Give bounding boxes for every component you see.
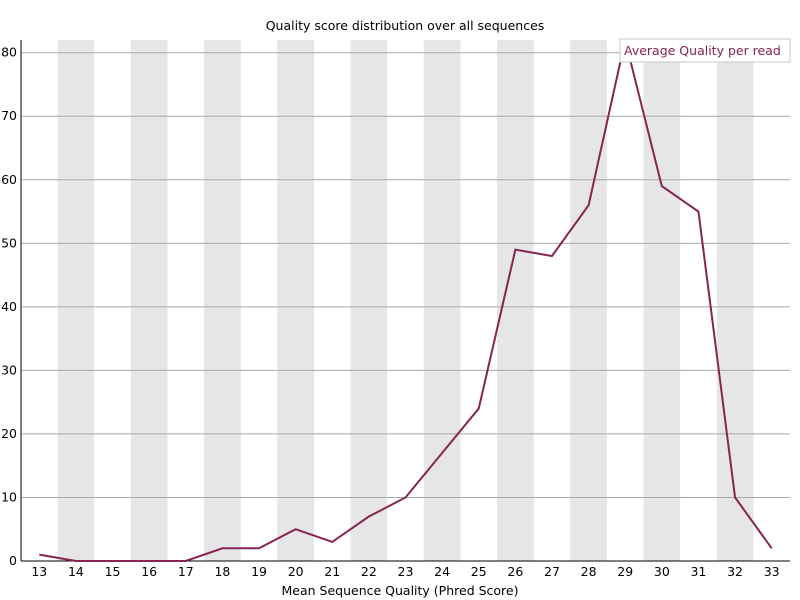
legend-entry-average-quality: Average Quality per read <box>624 43 781 58</box>
x-tick-label: 27 <box>544 564 560 579</box>
x-tick-label: 23 <box>398 564 414 579</box>
x-tick-label: 30 <box>654 564 670 579</box>
x-tick-label: 32 <box>727 564 743 579</box>
data-point <box>185 560 187 562</box>
data-point <box>478 408 480 410</box>
series-layer <box>38 39 773 562</box>
data-point <box>295 528 297 530</box>
x-tick-label: 21 <box>324 564 340 579</box>
data-point <box>75 560 77 562</box>
y-tick-labels: 0 10 20 30 40 50 60 70 80 <box>1 45 17 568</box>
x-tick-label: 17 <box>178 564 194 579</box>
x-tick-label: 31 <box>690 564 706 579</box>
data-point <box>588 204 590 206</box>
series-line-0 <box>39 39 773 562</box>
x-tick-label: 13 <box>31 564 47 579</box>
band-26 <box>497 40 534 561</box>
band-14 <box>57 40 95 561</box>
data-point <box>112 560 114 562</box>
band-20 <box>277 40 314 561</box>
band-30 <box>643 40 681 561</box>
x-tick-label: 33 <box>764 564 780 579</box>
y-tick-label: 0 <box>9 553 17 568</box>
data-point <box>148 560 150 562</box>
data-point <box>331 541 333 543</box>
data-point <box>514 249 516 251</box>
band-16 <box>130 40 168 561</box>
data-point <box>697 211 699 213</box>
data-point <box>38 554 40 556</box>
legend: Average Quality per read <box>619 38 791 63</box>
y-tick-label: 20 <box>1 426 17 441</box>
data-point <box>368 516 370 518</box>
x-tick-label: 15 <box>105 564 121 579</box>
chart-title: Quality score distribution over all sequ… <box>266 18 545 33</box>
band-22 <box>350 40 388 561</box>
y-tick-label: 70 <box>1 108 17 123</box>
x-tick-label: 26 <box>507 564 523 579</box>
data-point <box>551 255 553 257</box>
data-point <box>441 452 443 454</box>
data-point <box>405 496 407 498</box>
data-point <box>258 547 260 549</box>
legend-box <box>619 38 791 63</box>
alternating-bands <box>57 40 754 561</box>
data-point <box>661 185 663 187</box>
x-tick-label: 20 <box>288 564 304 579</box>
y-tick-label: 80 <box>1 45 17 60</box>
band-18 <box>204 40 241 561</box>
x-tick-label: 19 <box>251 564 267 579</box>
x-tick-label: 14 <box>68 564 84 579</box>
y-tick-label: 30 <box>1 362 17 377</box>
x-axis-label: Mean Sequence Quality (Phred Score) <box>282 583 519 598</box>
band-32 <box>716 40 754 561</box>
y-tick-label: 60 <box>1 172 17 187</box>
data-point <box>221 547 223 549</box>
x-tick-label: 22 <box>361 564 377 579</box>
y-tick-label: 50 <box>1 235 17 250</box>
horizontal-gridlines <box>21 52 790 498</box>
x-tick-label: 28 <box>581 564 597 579</box>
band-24 <box>423 40 461 561</box>
x-tick-label: 29 <box>617 564 633 579</box>
data-point <box>734 496 736 498</box>
data-point <box>771 547 773 549</box>
x-tick-label: 25 <box>471 564 487 579</box>
band-28 <box>570 40 607 561</box>
y-tick-label: 40 <box>1 299 17 314</box>
x-tick-label: 16 <box>141 564 157 579</box>
x-tick-labels: 13 14 15 16 17 18 19 20 21 22 23 24 25 26 27 28 29 30 31 32… <box>31 564 779 579</box>
x-tick-label: 24 <box>434 564 450 579</box>
x-tick-label: 18 <box>214 564 230 579</box>
y-tick-label: 10 <box>1 489 17 504</box>
